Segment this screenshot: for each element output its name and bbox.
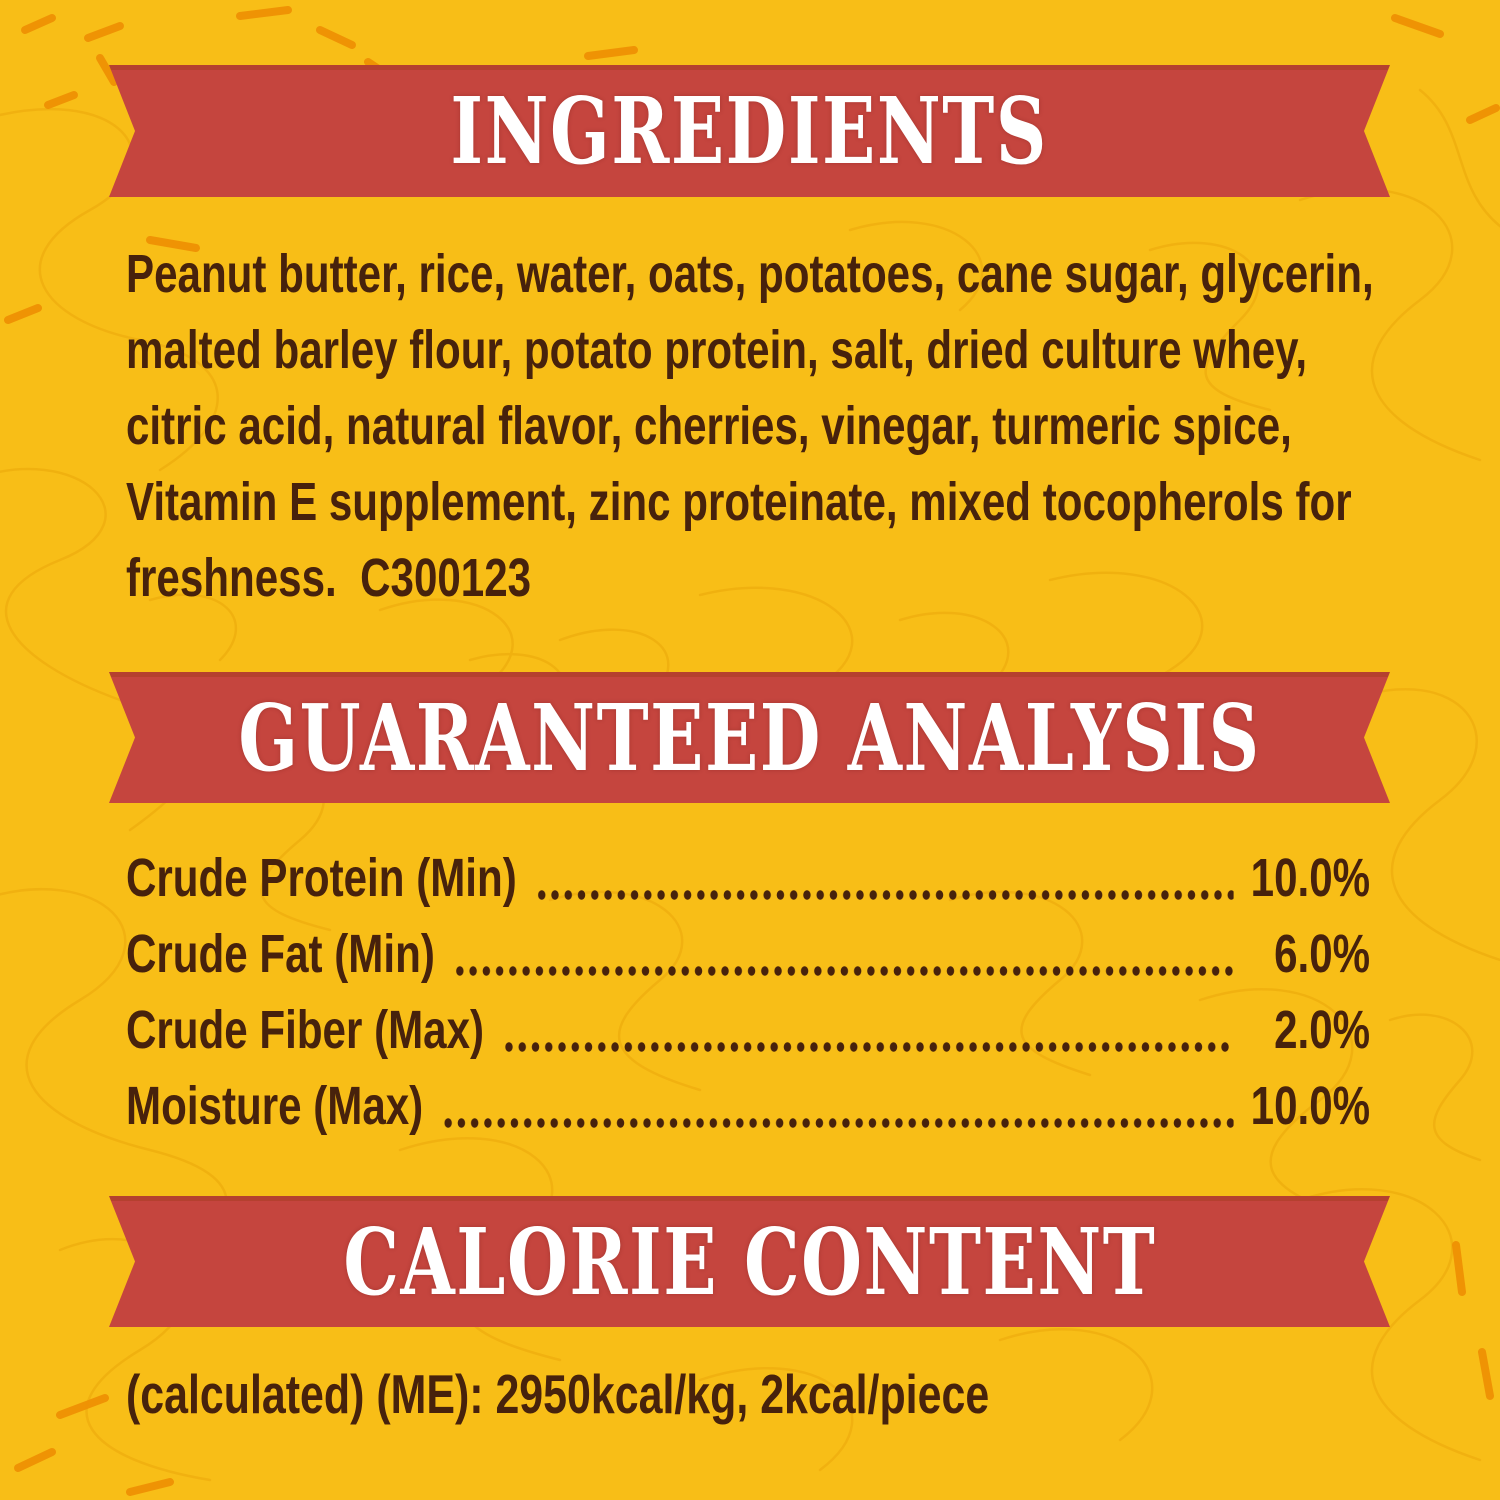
analysis-row-label: Crude Fiber (Max): [126, 1000, 496, 1060]
analysis-row: Crude Protein (Min) 10.0%: [126, 840, 1370, 916]
ingredients-line: freshness. C300123: [126, 548, 532, 608]
dot-leader: [537, 890, 1234, 900]
ingredients-banner: INGREDIENTS: [109, 65, 1390, 197]
analysis-row-value: 10.0%: [1250, 1076, 1371, 1136]
dot-leader: [444, 1118, 1234, 1128]
ingredients-text: Peanut butter, rice, water, oats, potato…: [126, 236, 1421, 616]
calorie-content-banner: CALORIE CONTENT: [109, 1196, 1390, 1327]
analysis-row-value: 10.0%: [1250, 848, 1371, 908]
guaranteed-analysis-banner: GUARANTEED ANALYSIS: [109, 672, 1390, 803]
ingredients-line: malted barley flour, potato protein, sal…: [126, 320, 1308, 380]
analysis-row: Crude Fiber (Max) 2.0%: [126, 992, 1370, 1068]
analysis-row-label: Crude Fat (Min): [126, 924, 447, 984]
analysis-row: Crude Fat (Min) 6.0%: [126, 916, 1370, 992]
analysis-row-value: 2.0%: [1274, 1000, 1371, 1060]
analysis-row-label: Crude Protein (Min): [126, 848, 529, 908]
guaranteed-analysis-table: Crude Protein (Min) 10.0% Crude Fat (Min…: [126, 840, 1370, 1144]
calorie-content-text: (calculated) (ME): 2950kcal/kg, 2kcal/pi…: [126, 1363, 990, 1425]
ingredients-banner-title: INGREDIENTS: [450, 77, 1049, 185]
analysis-row-value: 6.0%: [1274, 924, 1371, 984]
dot-leader: [455, 966, 1234, 976]
ingredients-line: Vitamin E supplement, zinc proteinate, m…: [126, 472, 1352, 532]
calorie-content-banner-title: CALORIE CONTENT: [343, 1207, 1156, 1316]
ingredients-line: Peanut butter, rice, water, oats, potato…: [126, 244, 1374, 304]
analysis-row-label: Moisture (Max): [126, 1076, 435, 1136]
dot-leader: [505, 1042, 1234, 1052]
analysis-row: Moisture (Max) 10.0%: [126, 1068, 1370, 1144]
guaranteed-analysis-banner-title: GUARANTEED ANALYSIS: [238, 683, 1261, 792]
ingredients-line: citric acid, natural flavor, cherries, v…: [126, 396, 1292, 456]
